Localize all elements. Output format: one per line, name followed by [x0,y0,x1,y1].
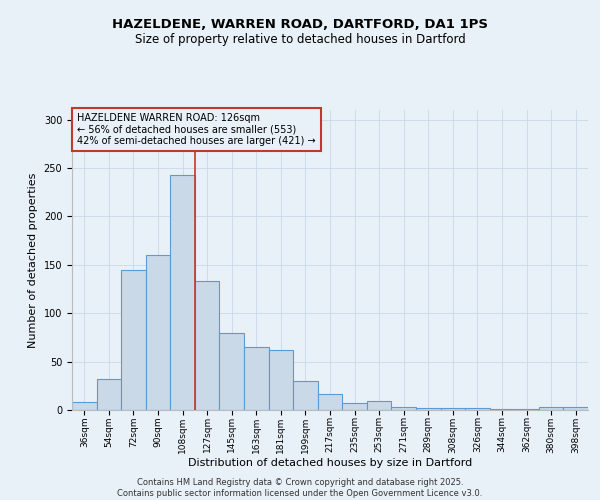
Bar [539,407,563,410]
Text: HAZELDENE, WARREN ROAD, DARTFORD, DA1 1PS: HAZELDENE, WARREN ROAD, DARTFORD, DA1 1P… [112,18,488,30]
Bar [170,175,195,410]
Bar [293,381,318,410]
X-axis label: Distribution of detached houses by size in Dartford: Distribution of detached houses by size … [188,458,472,468]
Text: HAZELDENE WARREN ROAD: 126sqm
← 56% of detached houses are smaller (553)
42% of : HAZELDENE WARREN ROAD: 126sqm ← 56% of d… [77,113,316,146]
Bar [490,409,514,410]
Bar [416,408,440,410]
Y-axis label: Number of detached properties: Number of detached properties [28,172,38,348]
Bar [342,403,367,410]
Bar [514,409,539,410]
Bar [146,255,170,410]
Text: Contains HM Land Registry data © Crown copyright and database right 2025.
Contai: Contains HM Land Registry data © Crown c… [118,478,482,498]
Bar [195,282,220,410]
Bar [269,350,293,410]
Bar [97,379,121,410]
Bar [367,402,391,410]
Bar [391,407,416,410]
Bar [440,408,465,410]
Bar [465,408,490,410]
Bar [121,270,146,410]
Bar [244,347,269,410]
Bar [72,402,97,410]
Text: Size of property relative to detached houses in Dartford: Size of property relative to detached ho… [134,32,466,46]
Bar [220,332,244,410]
Bar [563,407,588,410]
Bar [318,394,342,410]
